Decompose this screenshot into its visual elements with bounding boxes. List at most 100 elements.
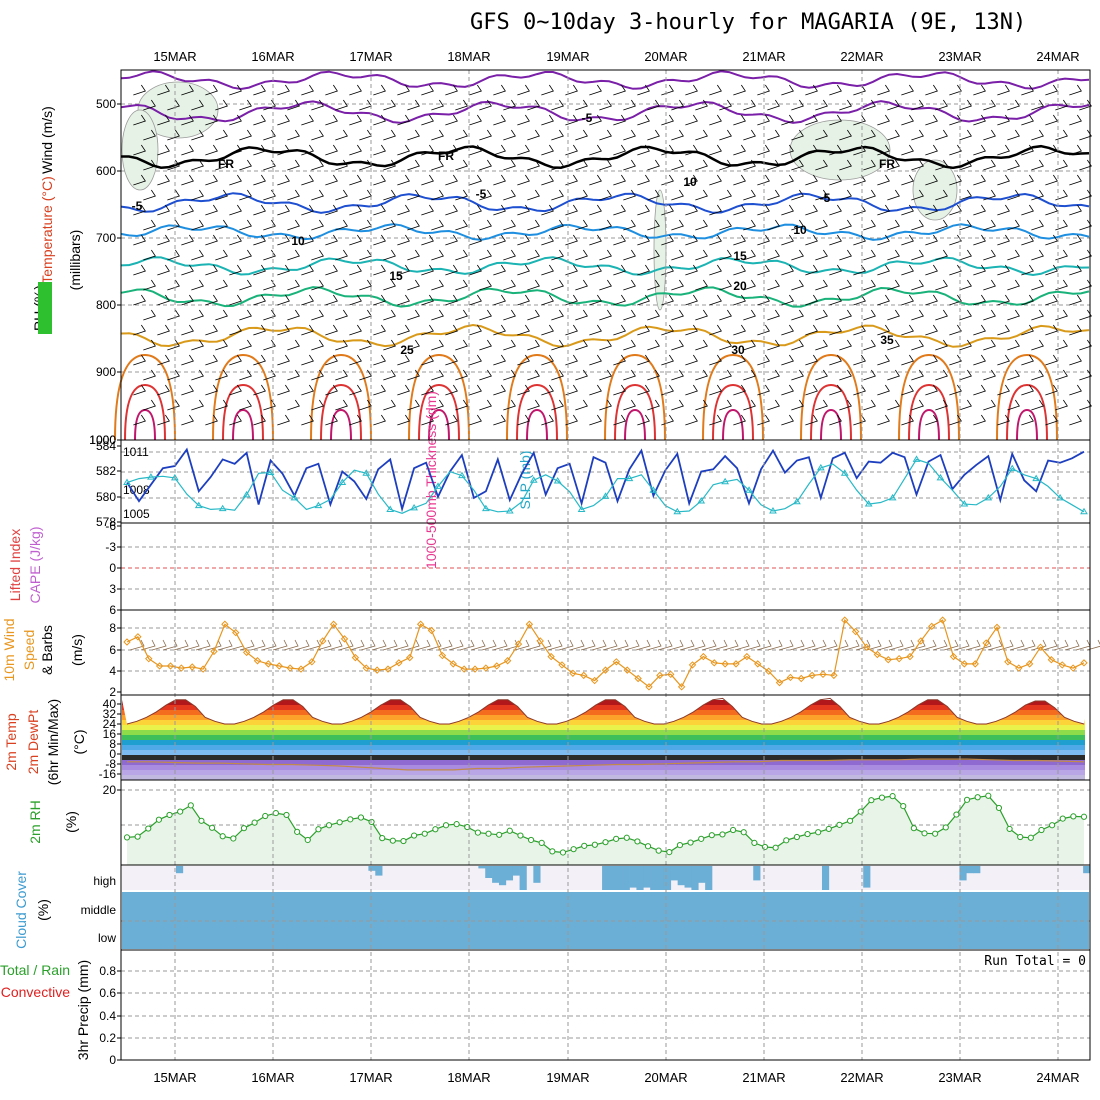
wind-barb [767, 129, 780, 141]
wind-barb [1045, 354, 1058, 366]
wind-barb [1007, 189, 1020, 201]
rh-point [570, 846, 577, 853]
wind-barb [925, 384, 938, 396]
wind-barb [263, 309, 276, 321]
wind-barb [565, 114, 578, 126]
wind-barb [133, 204, 146, 216]
wind-barb [959, 369, 972, 381]
isotherm-line [120, 192, 1090, 214]
rh-point [889, 793, 896, 800]
cloud-layer-label: middle [81, 903, 117, 917]
wind-barb [1079, 189, 1092, 201]
wind10m-point [764, 667, 773, 675]
high-cloud-bar [1083, 866, 1091, 874]
wind-barb [911, 99, 924, 111]
wind10m-point [1080, 659, 1088, 667]
wind10m-point [123, 638, 131, 646]
wind-barb [959, 189, 972, 201]
wind-barb [637, 234, 650, 246]
wind-barb [517, 114, 530, 126]
wind-barb [143, 279, 156, 291]
wind-barb [253, 234, 266, 246]
date-label-top: 20MAR [644, 49, 687, 64]
wind-barb [925, 234, 938, 246]
wind-barb [1007, 129, 1020, 141]
wind10m-point [351, 653, 360, 662]
wind-barb [829, 414, 842, 426]
wind-barb [455, 339, 468, 351]
wind-barb [431, 219, 444, 231]
wind-barb [215, 219, 228, 231]
wind-barb [373, 414, 386, 426]
date-label-top: 21MAR [742, 49, 785, 64]
wind-barb [589, 264, 602, 276]
rh-point [857, 808, 864, 815]
wind-barb [1031, 129, 1044, 141]
wind-barb [301, 204, 314, 216]
high-cloud-bar [615, 866, 623, 890]
wind-barb [469, 144, 482, 156]
wind-barb [829, 264, 842, 276]
wind-barb [239, 99, 252, 111]
wind-barb [685, 264, 698, 276]
wind-barb [829, 324, 842, 336]
wind-barb [349, 264, 362, 276]
wind-barb [311, 99, 324, 111]
date-label-top: 22MAR [840, 49, 883, 64]
wind-barb [661, 174, 674, 186]
run-total-label: Run Total = 0 [984, 954, 1086, 969]
wind-barb [397, 264, 410, 276]
wind-barb [1069, 414, 1082, 426]
wind-barb [1021, 114, 1034, 126]
wind-barb [239, 249, 252, 261]
high-cloud-bar [485, 866, 493, 878]
wind-barb [445, 354, 458, 366]
wind10m-point [438, 651, 447, 660]
wind-barb [805, 144, 818, 156]
rh-point [634, 838, 641, 845]
rh-point [772, 844, 779, 851]
isotherm-line [120, 100, 1090, 124]
rh-point [953, 811, 960, 818]
wind-barb [527, 369, 540, 381]
wind-barb [695, 369, 708, 381]
temperature-band [122, 705, 1085, 710]
high-cloud-bar [684, 866, 692, 888]
slp-point [625, 474, 634, 482]
wind-barb [853, 174, 866, 186]
high-cloud-bar [519, 866, 527, 890]
li-tick-label: 0 [109, 561, 116, 575]
wind-barb [781, 354, 794, 366]
high-cloud-bar [602, 866, 610, 890]
date-label-bottom: 16MAR [251, 1070, 294, 1085]
wind-barb [383, 249, 396, 261]
wind-barb [565, 84, 578, 96]
wind-barb [719, 129, 732, 141]
wind-barb [589, 354, 602, 366]
wind-barb [493, 204, 506, 216]
wind-barb [157, 414, 170, 426]
wind-barb [1069, 234, 1082, 246]
wind-barb [215, 399, 228, 411]
rh-point [325, 822, 333, 829]
wind-barb [661, 114, 674, 126]
wind10m-barb [294, 639, 310, 651]
boundary-layer-isotherm [516, 383, 558, 441]
contour-label: -5 [582, 111, 593, 125]
wind-barb [287, 189, 300, 201]
wind-barb [901, 294, 914, 306]
wind-barb [349, 114, 362, 126]
wind10m-barb [415, 639, 431, 651]
wind-barb [613, 384, 626, 396]
wind-barb [791, 189, 804, 201]
wind-barb [167, 309, 180, 321]
wind-barb [575, 369, 588, 381]
wind-barb [719, 159, 732, 171]
wind10m-barb [580, 639, 596, 651]
rh-shading-area [653, 189, 667, 311]
rh-point [421, 830, 428, 837]
wind-barb [767, 369, 780, 381]
wind10m-point [264, 660, 273, 668]
wind-barb [239, 399, 252, 411]
wind-barb [829, 384, 842, 396]
